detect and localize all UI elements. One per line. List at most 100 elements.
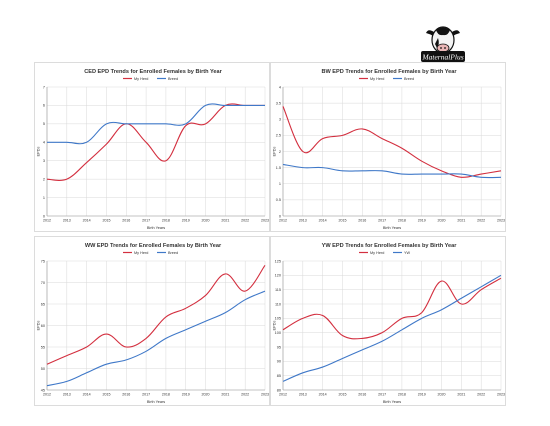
- y-tick-label: 2.5: [276, 134, 281, 138]
- series-line-breed: [47, 103, 265, 145]
- x-tick-label: 2017: [378, 393, 386, 397]
- y-tick-label: 3: [43, 159, 45, 163]
- x-tick-label: 2013: [299, 393, 307, 397]
- y-tick-label: 125: [275, 259, 281, 263]
- y-tick-label: 3.5: [276, 101, 281, 105]
- y-tick-label: 5: [43, 122, 45, 126]
- chart-title: CED EPD Trends for Enrolled Females by B…: [84, 69, 222, 75]
- x-tick-label: 2014: [83, 393, 91, 397]
- x-tick-label: 2021: [457, 393, 465, 397]
- maternal-plus-logo: MaternalPlus: [418, 24, 468, 66]
- legend-label: Breed: [168, 251, 178, 255]
- y-tick-label: 4: [279, 85, 281, 89]
- y-tick-label: 0: [279, 214, 281, 218]
- x-tick-label: 2015: [338, 219, 346, 223]
- x-tick-label: 2023: [497, 393, 505, 397]
- x-tick-label: 2021: [221, 219, 229, 223]
- x-tick-label: 2017: [142, 219, 150, 223]
- yw-chart-panel: YW EPD Trends for Enrolled Females by Bi…: [270, 236, 506, 406]
- x-tick-label: 2014: [319, 393, 327, 397]
- series-line-breed: [46, 290, 266, 387]
- y-tick-label: 60: [41, 324, 45, 328]
- x-tick-label: 2013: [299, 219, 307, 223]
- y-axis-title: EPDs: [37, 147, 41, 157]
- x-tick-label: 2020: [202, 393, 210, 397]
- x-tick-label: 2016: [122, 393, 130, 397]
- y-tick-label: 7: [43, 85, 45, 89]
- y-axis-title: EPDs: [273, 321, 277, 331]
- y-tick-label: 50: [41, 367, 45, 371]
- series-line-my-herd: [282, 106, 502, 178]
- y-tick-label: 115: [275, 288, 281, 292]
- y-tick-label: 100: [275, 331, 281, 335]
- x-axis-title: Birth Years: [383, 400, 401, 404]
- bw-chart-panel: BW EPD Trends for Enrolled Females by Bi…: [270, 62, 506, 232]
- x-tick-label: 2023: [261, 219, 269, 223]
- cow-logo-icon: MaternalPlus: [421, 26, 465, 62]
- x-tick-label: 2021: [221, 393, 229, 397]
- y-tick-label: 90: [277, 360, 281, 364]
- x-tick-label: 2012: [279, 219, 287, 223]
- legend-label: Breed: [168, 77, 178, 81]
- series-line-my-herd: [46, 103, 265, 182]
- ced-chart: CED EPD Trends for Enrolled Females by B…: [37, 69, 270, 230]
- y-tick-label: 70: [41, 281, 45, 285]
- x-axis-title: Birth Years: [147, 226, 165, 230]
- series-line-my-herd: [282, 277, 502, 340]
- logo-wordmark: MaternalPlus: [421, 53, 463, 62]
- x-tick-label: 2017: [142, 393, 150, 397]
- x-tick-label: 2023: [261, 393, 269, 397]
- series-line-breed: [282, 274, 502, 382]
- x-tick-label: 2015: [338, 393, 346, 397]
- x-tick-label: 2012: [279, 393, 287, 397]
- x-tick-label: 2015: [102, 219, 110, 223]
- y-tick-label: 45: [41, 388, 45, 392]
- x-tick-label: 2016: [122, 219, 130, 223]
- chart-title: YW EPD Trends for Enrolled Females by Bi…: [322, 243, 458, 249]
- yw-chart: YW EPD Trends for Enrolled Females by Bi…: [273, 243, 506, 404]
- y-tick-label: 65: [41, 302, 45, 306]
- y-tick-label: 55: [41, 345, 45, 349]
- x-tick-label: 2014: [319, 219, 327, 223]
- legend-label: My Herd: [370, 251, 384, 255]
- y-tick-label: 0: [43, 214, 45, 218]
- bw-chart: BW EPD Trends for Enrolled Females by Bi…: [273, 69, 506, 230]
- series-line-my-herd: [46, 264, 266, 365]
- ww-chart-panel: WW EPD Trends for Enrolled Females by Bi…: [34, 236, 270, 406]
- x-tick-label: 2014: [83, 219, 91, 223]
- y-tick-label: 1.5: [276, 166, 281, 170]
- y-tick-label: 95: [277, 345, 281, 349]
- ced-chart-panel: CED EPD Trends for Enrolled Females by B…: [34, 62, 270, 232]
- x-tick-label: 2023: [497, 219, 505, 223]
- x-tick-label: 2020: [438, 393, 446, 397]
- x-tick-label: 2016: [358, 219, 366, 223]
- legend-label: My Herd: [134, 251, 148, 255]
- chart-title: BW EPD Trends for Enrolled Females by Bi…: [321, 69, 457, 75]
- x-tick-label: 2022: [477, 219, 485, 223]
- x-tick-label: 2021: [457, 219, 465, 223]
- x-tick-label: 2015: [102, 393, 110, 397]
- x-axis-title: Birth Years: [147, 400, 165, 404]
- legend-label: My Herd: [134, 77, 148, 81]
- legend-label: Breed: [404, 77, 414, 81]
- y-tick-label: 4: [43, 141, 45, 145]
- y-tick-label: 0.5: [276, 198, 281, 202]
- x-tick-label: 2012: [43, 393, 51, 397]
- x-tick-label: 2019: [418, 219, 426, 223]
- x-tick-label: 2020: [202, 219, 210, 223]
- y-tick-label: 2: [279, 150, 281, 154]
- y-tick-label: 1: [43, 196, 45, 200]
- series-line-breed: [282, 163, 502, 179]
- y-tick-label: 3: [279, 118, 281, 122]
- y-tick-label: 6: [43, 104, 45, 108]
- x-tick-label: 2017: [378, 219, 386, 223]
- x-tick-label: 2019: [182, 219, 190, 223]
- y-tick-label: 1: [279, 182, 281, 186]
- x-tick-label: 2012: [43, 219, 51, 223]
- y-tick-label: 110: [275, 302, 281, 306]
- y-axis-title: EPDs: [273, 147, 277, 157]
- x-tick-label: 2018: [162, 219, 170, 223]
- y-tick-label: 85: [277, 374, 281, 378]
- x-tick-label: 2016: [358, 393, 366, 397]
- y-tick-label: 120: [275, 274, 281, 278]
